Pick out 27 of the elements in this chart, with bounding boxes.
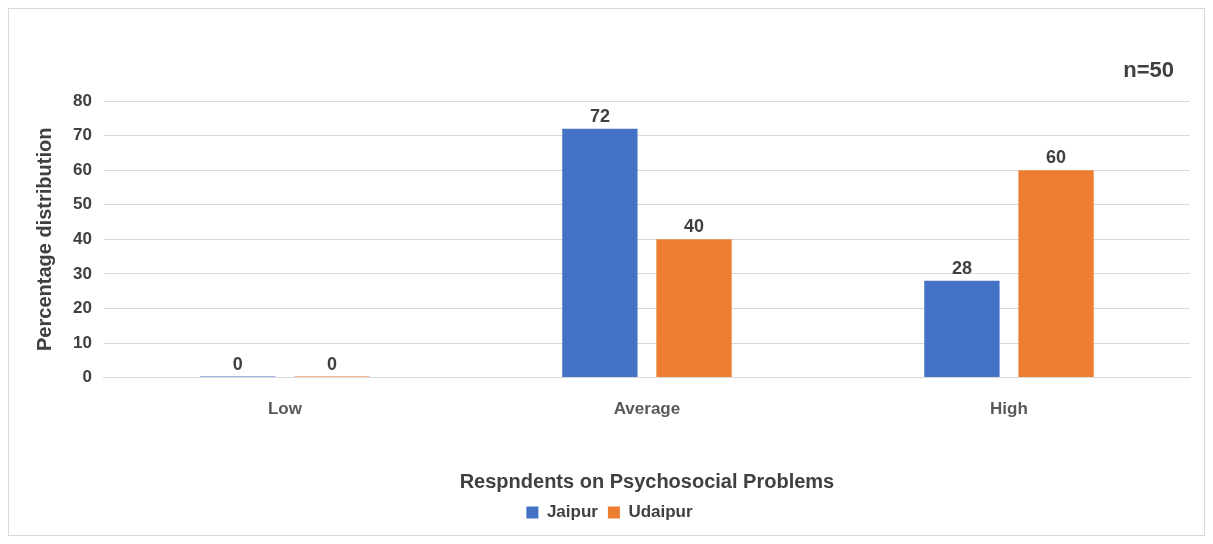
legend-label: Jaipur	[546, 502, 599, 522]
data-label: 0	[326, 353, 337, 374]
y-tick-label: 80	[72, 90, 92, 110]
data-label: 40	[684, 216, 705, 237]
y-tick-label: 60	[72, 159, 92, 179]
bar	[656, 239, 732, 378]
legend-label: Udaipur	[628, 502, 693, 522]
y-axis-title: Percentage distribution	[32, 127, 55, 351]
y-tick-label: 40	[72, 228, 92, 248]
x-tick-label: High	[990, 399, 1028, 419]
y-tick-label: 50	[72, 194, 92, 214]
text: n=50	[1123, 57, 1174, 83]
x-tick-label: Average	[613, 399, 681, 419]
y-tick-label: 10	[72, 332, 92, 352]
data-label: 28	[951, 257, 972, 278]
data-label: 72	[589, 105, 610, 126]
y-tick-label: 0	[82, 367, 92, 387]
y-tick-label: 20	[72, 298, 92, 318]
bar	[562, 128, 638, 378]
x-axis-title: Respndents on Psychosocial Problems	[459, 469, 835, 492]
bar	[924, 280, 1000, 378]
y-tick-label: 70	[72, 125, 92, 145]
data-label: 0	[232, 353, 243, 374]
y-tick-label: 30	[72, 263, 92, 283]
x-tick-label: Low	[267, 399, 303, 419]
data-label: 60	[1046, 147, 1067, 168]
bar	[1018, 170, 1094, 378]
